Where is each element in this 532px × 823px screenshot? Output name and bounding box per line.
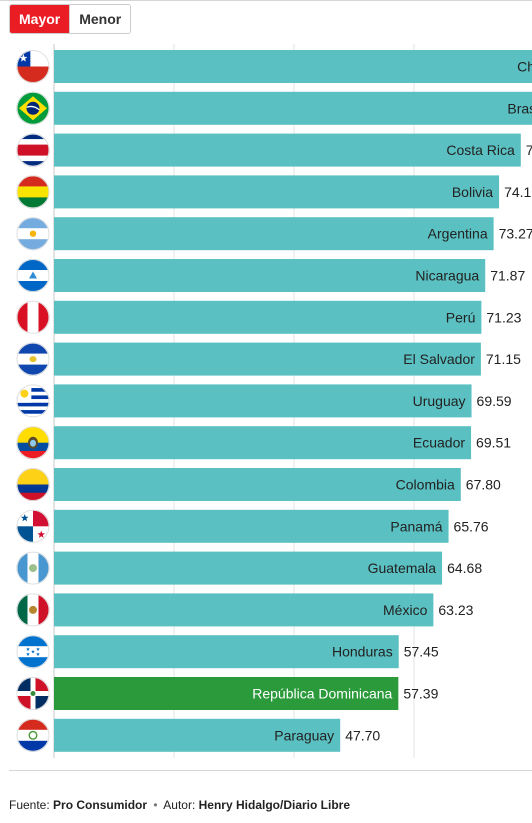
footer-separator: • [153,798,158,812]
bar [54,50,532,83]
bar [54,426,472,460]
bar [54,635,399,669]
bar-label: Nicaragua [415,268,479,284]
bar-label: Brasil [507,100,532,116]
bar-label: Honduras [332,644,393,660]
flag-border [16,175,50,209]
el-salvador-flag-icon [16,342,50,376]
ecuador-flag-icon [16,426,50,460]
flag-border [16,635,50,669]
flag-border [16,259,50,292]
chart-footer: Fuente: Pro Consumidor • Autor: Henry Hi… [9,798,350,812]
bar-value-label: 69.59 [477,393,512,409]
colombia-flag-icon [16,468,50,501]
peru-flag-icon [16,300,50,334]
bar-value-label: 71.87 [490,268,525,284]
sort-toggle: Mayor Menor [9,4,132,34]
bar-label: Bolivia [452,184,493,200]
bar [54,342,481,376]
flag-border [16,426,50,460]
flag-border [16,384,50,418]
argentina-flag-icon [16,217,50,251]
bar-label: El Salvador [403,351,475,367]
bar-label: Ecuador [413,435,465,451]
bar-label: Guatemala [368,560,437,576]
bar-value-label: 69.51 [476,435,511,451]
bar-value-label: 74.18 [504,184,532,200]
paraguay-flag-icon [16,718,50,752]
bar [54,217,494,251]
author-label: Autor: [163,798,196,812]
honduras-flag-icon [16,635,50,669]
bar-label: Colombia [396,477,455,493]
bar-value-label: 71.23 [486,309,521,325]
bar [54,551,443,585]
flag-border [16,468,50,501]
flag-border [16,342,50,376]
flag-border [16,509,50,543]
bar-label: Argentina [428,226,488,242]
bar-label: México [383,602,428,618]
flag-border [16,551,50,585]
bar-value-label: 57.45 [404,644,439,660]
sort-mayor-button[interactable]: Mayor [10,5,70,33]
mexico-flag-icon [16,593,50,627]
bar [54,133,521,167]
flag-border [16,91,50,125]
bar [54,718,341,752]
bar-value-label: 67.80 [466,477,501,493]
bar-label: Panamá [390,518,442,534]
source-value: Pro Consumidor [53,798,148,812]
flag-border [16,718,50,752]
bar [54,300,482,334]
bars: Chile Brasil Costa Rica 77 Bolivia 74.18 Argen… [54,50,532,752]
bar [54,259,486,292]
bar-value-label: 57.39 [403,686,438,702]
bar [54,593,434,627]
bar-value-label: 71.15 [486,351,521,367]
flags [16,50,50,752]
bar-value-label: 65.76 [454,518,489,534]
bar-value-label: 47.70 [345,727,380,743]
flag-border [16,217,50,251]
bar-label: República Dominicana [252,686,392,702]
bar-label: Perú [446,309,476,325]
bar-label: Chile [517,59,532,75]
nicaragua-flag-icon [16,259,50,292]
bar-label: Uruguay [413,393,466,409]
bar [54,509,449,543]
flag-border [16,677,50,710]
bar [54,677,399,710]
bar-label: Paraguay [274,727,334,743]
bar [54,91,532,125]
sort-menor-button[interactable]: Menor [69,5,131,33]
bar-value-label: 77 [526,142,532,158]
bolivia-flag-icon [16,175,50,209]
bar-label: Costa Rica [446,142,515,158]
bar [54,175,500,209]
bar-value-label: 63.23 [438,602,473,618]
bar-chart: Chile Brasil Costa Rica 77 Bolivia 74.18 Argen… [16,44,532,758]
source-label: Fuente: [9,798,50,812]
author-value: Henry Hidalgo/Diario Libre [198,798,350,812]
flag-border [16,300,50,334]
bar [54,384,472,418]
flag-border [16,593,50,627]
costa-rica-flag-icon [16,133,50,167]
bar [54,468,461,501]
flag-border [16,133,50,167]
top-divider [0,0,532,1]
flag-border [16,50,50,83]
guatemala-flag-icon [16,551,50,585]
bar-value-label: 73.27 [499,226,532,242]
bar-value-label: 64.68 [447,560,482,576]
bottom-divider [9,770,532,771]
